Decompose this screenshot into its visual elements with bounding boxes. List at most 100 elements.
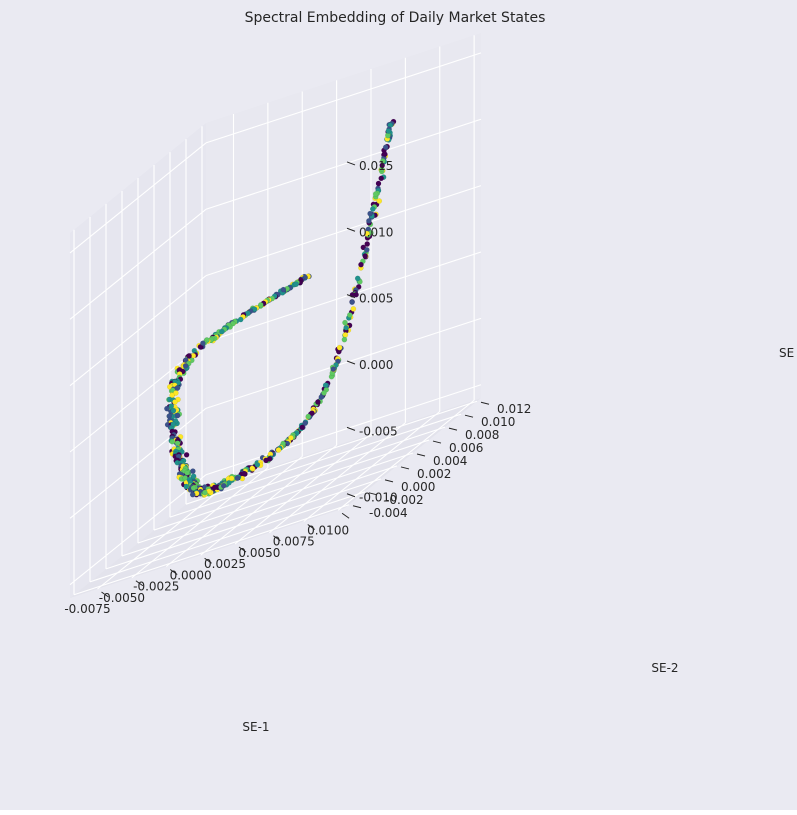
grid-y-floor (137, 452, 414, 544)
scatter-point (322, 382, 329, 389)
scatter-point (280, 286, 287, 293)
scatter-point (186, 353, 192, 359)
back-pane (206, 33, 481, 488)
z-tick-mark (346, 493, 356, 498)
scatter-point (372, 191, 379, 197)
x-tick-label: -0.0050 (99, 591, 145, 605)
grid-z-left (69, 142, 207, 254)
grid-y-floor (73, 504, 350, 596)
z-tick-label: 0.015 (359, 159, 393, 173)
x-tick-mark (204, 557, 212, 564)
x-tick-label: 0.0050 (238, 546, 280, 560)
x-tick-mark (101, 591, 109, 598)
scatter-point (375, 180, 382, 187)
scatter-point (349, 299, 355, 305)
z-axis-label: SE (779, 346, 794, 360)
y-tick-mark (432, 440, 442, 444)
grid-z-back (205, 384, 482, 476)
grid-z-left (69, 208, 207, 320)
grid-y-floor (201, 400, 478, 492)
y-tick-label: 0.000 (401, 480, 435, 494)
x-tick-label: -0.0025 (133, 580, 179, 594)
chart-title: Spectral Embedding of Daily Market State… (245, 10, 546, 26)
grid-lines (69, 35, 482, 596)
scatter-point (190, 485, 197, 491)
grid-z-back (205, 52, 482, 144)
scatter-point (202, 489, 208, 496)
grid-y-floor (105, 478, 382, 570)
scatter-point (385, 128, 392, 134)
scatter-point (169, 438, 176, 445)
scatter-point (299, 424, 306, 431)
scatter-point (343, 324, 350, 331)
grid-y-floor (121, 465, 398, 557)
scatter-point (234, 475, 241, 481)
grid-z-back (205, 317, 482, 409)
scatter-point (309, 410, 315, 417)
x-tick-label: 0.0100 (307, 523, 349, 537)
scatter-point (293, 281, 300, 287)
scatter-point (249, 465, 255, 472)
scatter-point (190, 473, 197, 480)
scatter-point (211, 484, 218, 491)
scatter-point (342, 331, 349, 338)
scatter-point (241, 470, 248, 477)
y-tick-label: -0.004 (369, 506, 408, 520)
scatter-point (288, 435, 294, 441)
scatter-point (330, 366, 337, 372)
z-tick-mark (346, 227, 356, 232)
y-tick-label: 0.004 (433, 454, 467, 468)
scatter-point (362, 253, 369, 259)
x-tick-mark (135, 580, 144, 587)
x-axis-label: SE-1 (242, 720, 269, 734)
grid-y-floor (153, 439, 430, 531)
scatter-point (182, 362, 189, 369)
scatter-points (164, 118, 397, 498)
scatter-point (172, 399, 178, 405)
x-tick-mark (341, 512, 350, 519)
x-tick-mark (238, 546, 247, 553)
scatter-point (342, 319, 348, 326)
x-tick-label: 0.0000 (170, 568, 212, 582)
y-tick-mark (384, 479, 394, 483)
scatter-point (385, 132, 391, 139)
y-tick-label: 0.002 (417, 467, 451, 481)
y-tick-mark (448, 427, 458, 431)
grid-z-back (205, 251, 482, 343)
scatter-point (257, 302, 264, 308)
x-tick-mark (307, 524, 316, 530)
x-tick-label: -0.0075 (64, 602, 110, 616)
scatter-point (302, 420, 308, 427)
scatter-point (336, 344, 343, 351)
grid-y-floor (89, 491, 366, 583)
grid-z-back (205, 118, 482, 210)
z-tick-mark (346, 161, 356, 166)
scatter-point (263, 457, 269, 464)
scatter-point (341, 336, 348, 343)
z-tick-label: -0.005 (359, 424, 398, 438)
scatter-point (382, 144, 389, 150)
scatter-point (219, 328, 225, 335)
scatter-point (200, 340, 206, 347)
scatter-point (174, 440, 181, 447)
grid-z-left (69, 474, 207, 586)
scatter-point (321, 390, 327, 396)
scatter-point (170, 407, 177, 414)
y-tick-mark (352, 505, 362, 509)
z-tick-mark (346, 294, 356, 299)
grid-z-left (69, 407, 207, 519)
z-tick-mark (346, 360, 356, 365)
y-tick-mark (400, 466, 410, 470)
y-tick-label: 0.008 (465, 428, 499, 442)
tick-labels: -0.0075-0.0050-0.00250.00000.00250.00500… (64, 159, 531, 616)
scatter-point (364, 230, 370, 237)
scatter-point (376, 198, 383, 204)
y-tick-mark (368, 492, 378, 496)
y-tick-mark (464, 414, 474, 418)
grid-z-back (205, 185, 482, 277)
scatter-point (275, 447, 282, 453)
y-tick-label: 0.010 (481, 415, 515, 429)
y-tick-label: 0.012 (497, 402, 531, 416)
scatter-point (168, 403, 174, 409)
